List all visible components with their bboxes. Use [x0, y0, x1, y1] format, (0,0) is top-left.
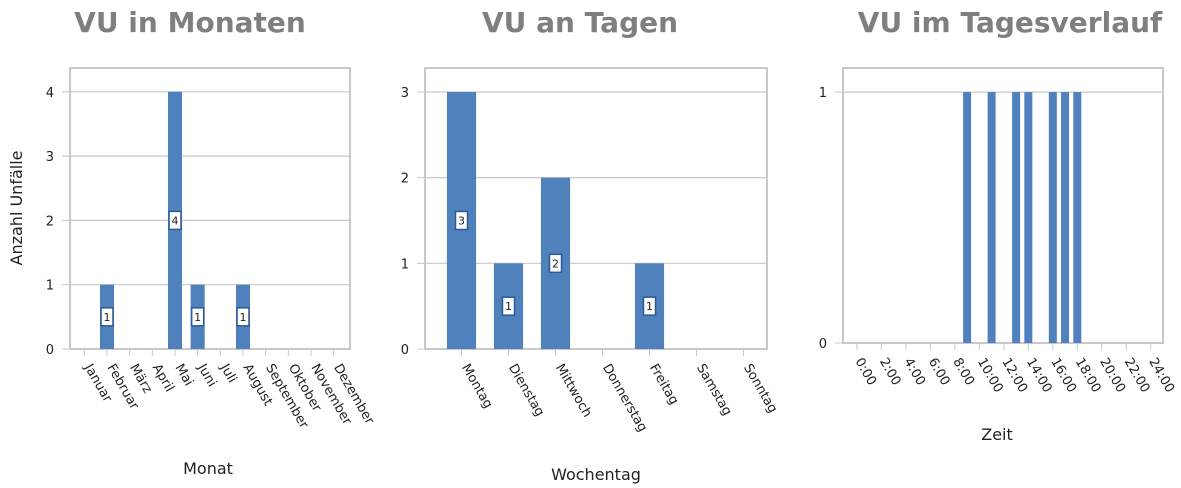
data-label-box [168, 210, 182, 231]
y-tick-label: 0 [46, 343, 54, 358]
plot-frame [842, 67, 1164, 344]
x-tick-label: Juli [216, 361, 239, 386]
data-label: 1 [240, 311, 247, 324]
data-label-box [236, 307, 250, 327]
y-tick-label: 0 [401, 343, 409, 358]
bar [1012, 92, 1021, 344]
bar [987, 92, 996, 344]
data-label-box [548, 253, 563, 274]
x-tick-label: 24:00 [1145, 356, 1177, 396]
y-tick-label: 3 [401, 86, 409, 101]
bar [963, 92, 972, 344]
data-label-box [454, 210, 469, 231]
bar [1073, 92, 1082, 344]
chart-title: VU im Tagesverlauf [858, 6, 1163, 39]
x-axis-label: Wochentag [551, 465, 641, 484]
x-tick-label: Samstag [693, 362, 734, 419]
data-label-box [190, 307, 205, 327]
data-label-box [100, 307, 114, 327]
x-tick-label: 4:00 [900, 356, 928, 389]
x-tick-label: Montag [458, 362, 495, 412]
bar [1048, 92, 1057, 344]
data-label: 1 [646, 300, 653, 313]
bar [1061, 92, 1070, 344]
data-label: 3 [458, 214, 465, 227]
x-tick-label: Juni [194, 361, 219, 390]
y-tick-label: 1 [819, 86, 827, 101]
x-tick-label: Sonntag [740, 362, 780, 416]
y-tick-label: 2 [401, 172, 409, 187]
x-tick-label: Donnerstag [599, 362, 650, 435]
data-label: 2 [552, 257, 559, 270]
y-tick-label: 2 [46, 214, 54, 229]
y-tick-label: 1 [401, 257, 409, 272]
y-axis-label: Anzahl Unfälle [7, 151, 26, 266]
data-label: 1 [505, 300, 512, 313]
y-tick-label: 0 [819, 337, 827, 352]
x-tick-label: April [149, 362, 177, 395]
x-tick-label: 8:00 [949, 356, 977, 389]
data-label: 1 [194, 311, 201, 324]
x-axis-label: Monat [183, 459, 233, 478]
chart-title: VU in Monaten [74, 6, 306, 39]
chart-title: VU an Tagen [482, 6, 678, 39]
y-tick-label: 1 [46, 279, 54, 294]
y-tick-label: 4 [46, 86, 54, 101]
x-tick-label: Mittwoch [552, 362, 594, 421]
y-tick-label: 3 [46, 150, 54, 165]
data-label: 4 [172, 214, 179, 227]
x-tick-label: 6:00 [925, 356, 953, 389]
data-label-box [642, 296, 657, 316]
x-axis-label: Zeit [981, 425, 1013, 444]
x-tick-label: 0:00 [851, 356, 879, 389]
x-tick-label: Freitag [646, 362, 681, 408]
bar [1024, 92, 1033, 344]
x-tick-label: Dienstag [505, 362, 547, 420]
data-label: 1 [104, 311, 111, 324]
x-tick-label: 2:00 [876, 356, 904, 389]
plot-frame [424, 67, 768, 350]
data-label-box [501, 296, 516, 316]
